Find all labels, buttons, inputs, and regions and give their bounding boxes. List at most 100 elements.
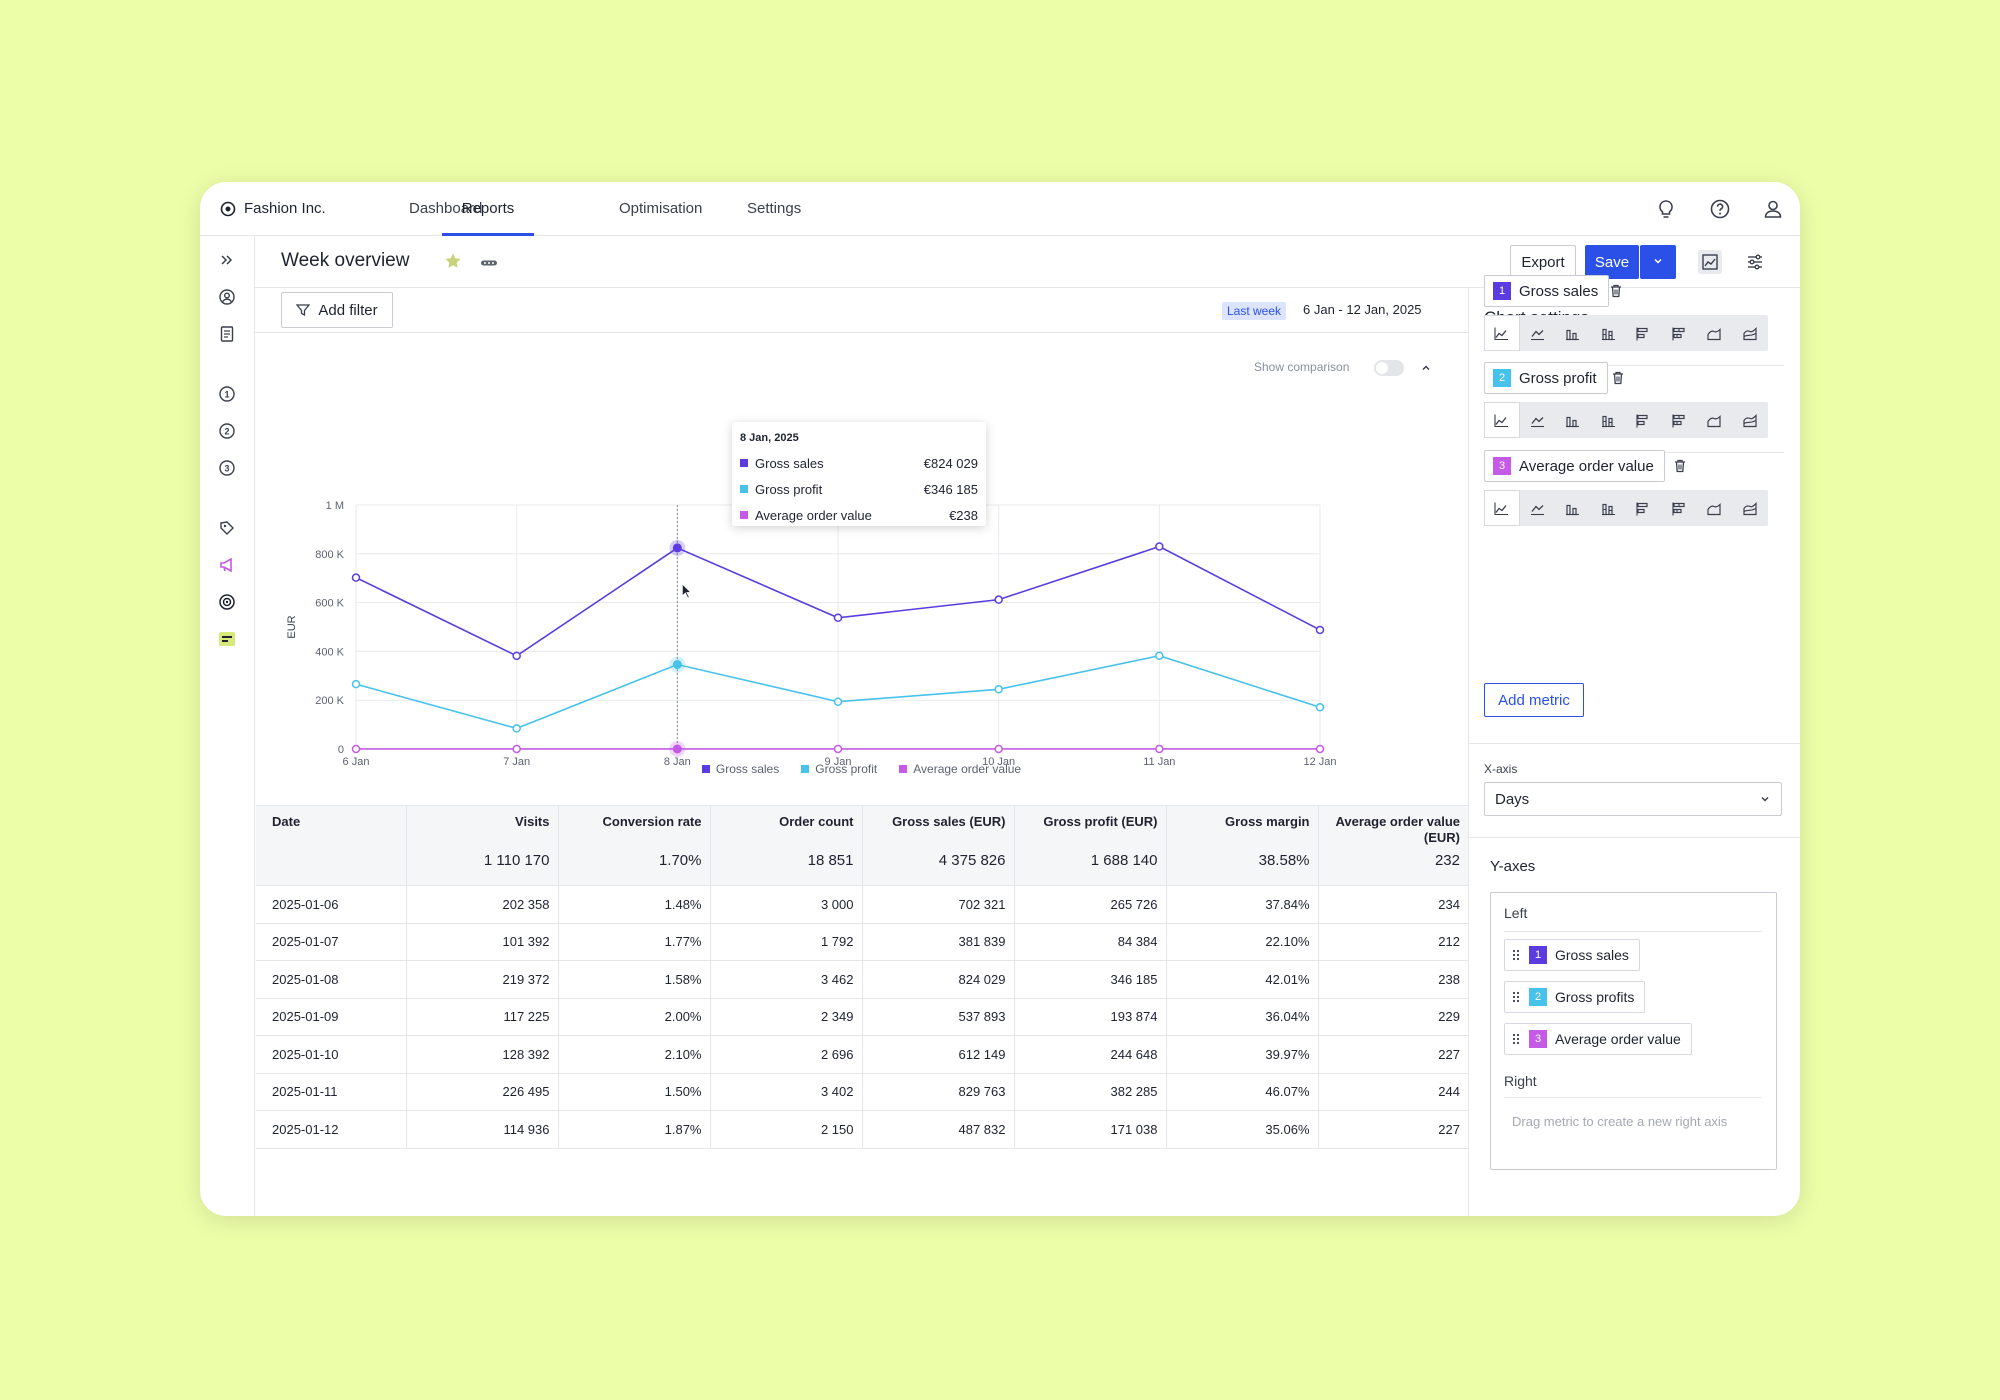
drag-handle-icon[interactable] — [1511, 990, 1521, 1004]
account-icon[interactable] — [218, 288, 236, 306]
drag-handle-icon[interactable] — [1511, 1032, 1521, 1046]
chart-type-button[interactable] — [1591, 402, 1627, 438]
data-point-gross-profit[interactable] — [672, 660, 682, 670]
metric-pill-gross-profit[interactable]: 2 Gross profit — [1484, 362, 1608, 394]
data-point-average-order-value[interactable] — [1315, 744, 1325, 754]
tab-dashboard[interactable]: Dashboard — [409, 200, 483, 217]
table-row[interactable]: 2025-01-10 128 392 2.10% 2 696 612 149 244 64… — [256, 1035, 1468, 1074]
legend-item-gross-profit[interactable]: Gross profit — [801, 762, 877, 776]
save-button[interactable]: Save — [1585, 245, 1639, 279]
data-point-gross-profit[interactable] — [994, 685, 1003, 694]
data-point-gross-sales[interactable] — [1315, 625, 1325, 635]
target-icon[interactable] — [218, 593, 236, 611]
tab-reports[interactable]: Reports — [442, 182, 534, 236]
table-row[interactable]: 2025-01-07 101 392 1.77% 1 792 381 839 84 384… — [256, 923, 1468, 961]
help-icon[interactable] — [1708, 197, 1732, 221]
step-3-icon[interactable]: 3 — [218, 459, 236, 477]
star-icon[interactable] — [444, 252, 462, 270]
axis-metric-gross-sales[interactable]: 1 Gross sales — [1504, 939, 1640, 971]
line-chart[interactable]: 0 200 K 400 K 600 K 800 K 1 M 6 Jan 7 Jan 8 Jan 9… — [255, 372, 1468, 812]
chart-type-button[interactable] — [1733, 402, 1769, 438]
table-row[interactable]: 2025-01-09 117 225 2.00% 2 349 537 893 193 87… — [256, 998, 1468, 1036]
table-row[interactable]: 2025-01-08 219 372 1.58% 3 462 824 029 346 18… — [256, 960, 1468, 999]
column-header-order-count[interactable]: Order count 18 851 — [710, 805, 863, 886]
step-1-icon[interactable]: 1 — [218, 385, 236, 403]
show-comparison-toggle[interactable] — [1374, 360, 1404, 376]
data-point-gross-profit[interactable] — [1315, 703, 1325, 712]
reports-icon[interactable] — [218, 630, 236, 648]
data-point-gross-sales[interactable] — [833, 613, 843, 623]
more-options-icon[interactable] — [480, 259, 498, 267]
chevron-up-icon[interactable] — [1420, 362, 1432, 374]
chart-type-button[interactable] — [1626, 402, 1662, 438]
data-point-gross-profit[interactable] — [512, 724, 521, 733]
column-header-average-order-value-eur[interactable]: Average order value (EUR) 232 — [1318, 805, 1468, 886]
chart-type-button[interactable] — [1555, 315, 1591, 351]
data-point-gross-profit[interactable] — [833, 697, 843, 706]
trash-icon[interactable] — [1608, 283, 1624, 299]
brand[interactable]: Fashion Inc. — [220, 200, 326, 217]
add-filter-button[interactable]: Add filter — [281, 292, 393, 328]
sliders-icon[interactable] — [1743, 250, 1767, 274]
chart-type-button[interactable] — [1662, 402, 1698, 438]
data-point-gross-sales[interactable] — [672, 543, 682, 553]
metric-pill-gross-sales[interactable]: 1 Gross sales — [1484, 275, 1610, 307]
column-header-gross-sales-eur[interactable]: Gross sales (EUR) 4 375 826 — [862, 805, 1015, 886]
chart-type-button[interactable] — [1484, 490, 1520, 526]
chart-type-button[interactable] — [1555, 490, 1591, 526]
column-header-date[interactable]: Date — [256, 805, 407, 886]
chart-view-icon[interactable] — [1698, 250, 1722, 274]
chart-type-button[interactable] — [1520, 315, 1556, 351]
chart-type-button[interactable] — [1591, 315, 1627, 351]
chart-type-button[interactable] — [1626, 315, 1662, 351]
column-header-visits[interactable]: Visits 1 110 170 — [406, 805, 559, 886]
data-point-average-order-value[interactable] — [833, 744, 843, 754]
chart-type-button[interactable] — [1591, 490, 1627, 526]
axis-metric-gross-profits[interactable]: 2 Gross profits — [1504, 981, 1646, 1013]
chart-type-button[interactable] — [1520, 490, 1556, 526]
metric-pill-average-order-value[interactable]: 3 Average order value — [1484, 450, 1665, 482]
chart-type-button[interactable] — [1733, 490, 1769, 526]
chart-type-button[interactable] — [1484, 402, 1520, 438]
save-menu-button[interactable] — [1640, 245, 1676, 279]
data-point-average-order-value[interactable] — [512, 744, 521, 754]
trash-icon[interactable] — [1672, 458, 1688, 474]
step-2-icon[interactable]: 2 — [218, 422, 236, 440]
data-point-gross-profit[interactable] — [351, 679, 361, 689]
legend-item-gross-sales[interactable]: Gross sales — [701, 762, 779, 776]
tag-icon[interactable] — [218, 519, 236, 537]
right-axis-drop-zone[interactable]: Drag metric to create a new right axis — [1512, 1114, 1728, 1129]
document-icon[interactable] — [218, 325, 236, 343]
data-point-gross-sales[interactable] — [351, 573, 361, 582]
data-point-gross-sales[interactable] — [1155, 542, 1164, 551]
column-header-conversion-rate[interactable]: Conversion rate 1.70% — [558, 805, 711, 886]
data-point-gross-sales[interactable] — [994, 595, 1003, 604]
column-header-gross-margin[interactable]: Gross margin 38.58% — [1166, 805, 1319, 886]
axis-metric-average-order-value[interactable]: 3 Average order value — [1504, 1023, 1692, 1055]
chart-type-button[interactable] — [1697, 490, 1733, 526]
data-point-gross-profit[interactable] — [1155, 651, 1164, 660]
data-point-average-order-value[interactable] — [1155, 744, 1164, 754]
column-header-gross-profit-eur[interactable]: Gross profit (EUR) 1 688 140 — [1014, 805, 1167, 886]
chart-type-button[interactable] — [1520, 402, 1556, 438]
megaphone-icon[interactable] — [218, 556, 236, 574]
chart-type-button[interactable] — [1662, 315, 1698, 351]
date-preset-badge[interactable]: Last week — [1222, 302, 1287, 320]
chart-type-button[interactable] — [1733, 315, 1769, 351]
table-row[interactable]: 2025-01-12 114 936 1.87% 2 150 487 832 171 03… — [256, 1110, 1468, 1149]
chart-type-button[interactable] — [1697, 402, 1733, 438]
table-row[interactable]: 2025-01-06 202 358 1.48% 3 000 702 321 265 72… — [256, 885, 1468, 924]
chart-type-button[interactable] — [1626, 490, 1662, 526]
export-button[interactable]: Export — [1510, 245, 1576, 279]
date-range[interactable]: 6 Jan - 12 Jan, 2025 — [1303, 302, 1422, 317]
tab-optimisation[interactable]: Optimisation — [619, 200, 703, 217]
table-row[interactable]: 2025-01-11 226 495 1.50% 3 402 829 763 382 28… — [256, 1073, 1468, 1111]
chart-type-button[interactable] — [1662, 490, 1698, 526]
data-point-average-order-value[interactable] — [672, 744, 682, 754]
chart-type-button[interactable] — [1697, 315, 1733, 351]
data-point-gross-sales[interactable] — [512, 651, 521, 661]
drag-handle-icon[interactable] — [1511, 948, 1521, 962]
data-point-average-order-value[interactable] — [994, 744, 1003, 754]
trash-icon[interactable] — [1610, 370, 1626, 386]
data-point-average-order-value[interactable] — [351, 744, 361, 754]
